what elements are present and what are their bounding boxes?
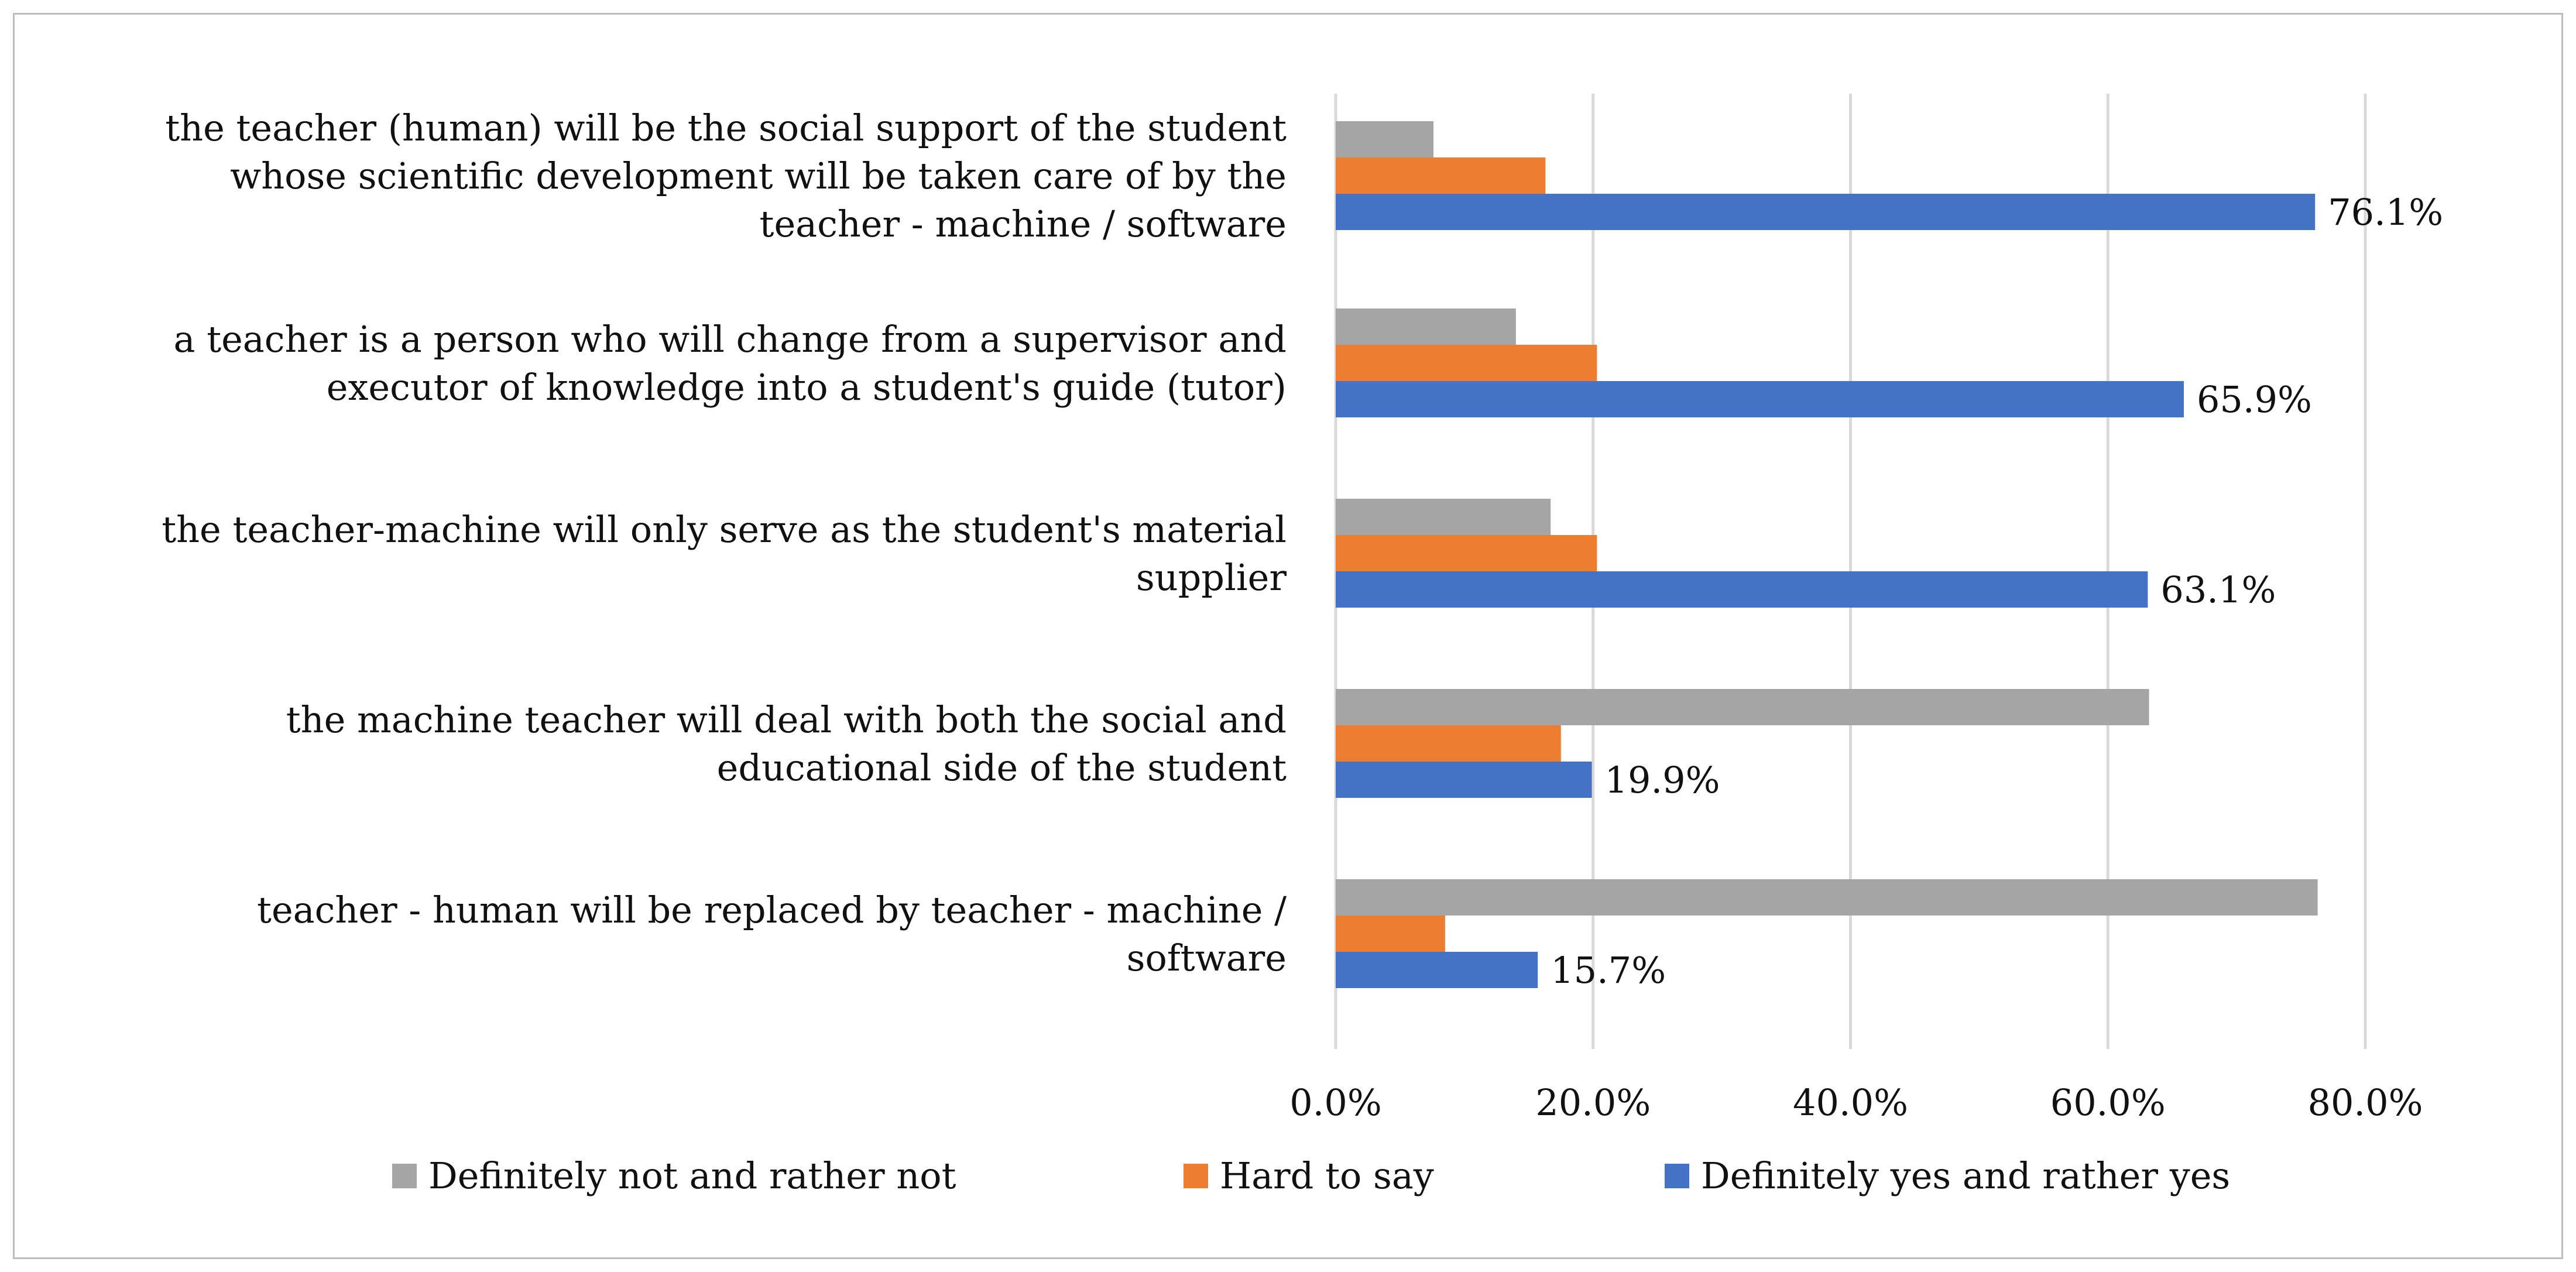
data-label-cat0-series2: 76.1% [2328, 191, 2443, 234]
bar-cat1-series0 [1336, 308, 1516, 345]
legend-swatch-2 [1665, 1164, 1689, 1188]
data-label-cat2-series2: 63.1% [2160, 568, 2276, 611]
bar-cat2-series1 [1336, 535, 1597, 571]
legend: Definitely not and rather not Hard to say… [392, 1154, 2230, 1197]
x-axis-ticks: 0.0% 20.0% 40.0% 60.0% 80.0% [1289, 1081, 2423, 1124]
data-label-cat3-series2: 19.9% [1605, 759, 1720, 801]
category-label-4: teacher - human will be replaced by teac… [257, 889, 1287, 979]
legend-swatch-1 [1184, 1164, 1208, 1188]
data-labels: 76.1% 65.9% 63.1% 19.9% 15.7% [1551, 191, 2443, 992]
category-label-0-line-1: whose scientific development will be tak… [230, 155, 1287, 197]
category-labels: the teacher (human) will be the social s… [162, 107, 1287, 979]
category-label-3: the machine teacher will deal with both … [286, 698, 1287, 789]
category-label-1-line-1: executor of knowledge into a student's g… [327, 366, 1287, 409]
bar-cat1-series2 [1336, 381, 2184, 417]
category-label-2-line-0: the teacher-machine will only serve as t… [162, 508, 1287, 551]
bar-cat2-series0 [1336, 499, 1551, 535]
bar-cat3-series2 [1336, 762, 1592, 798]
legend-label-1: Hard to say [1220, 1154, 1434, 1197]
category-label-0-line-2: teacher - machine / software [760, 203, 1287, 245]
x-tick-label-0: 0.0% [1289, 1081, 1382, 1124]
data-label-cat4-series2: 15.7% [1551, 949, 1666, 992]
category-label-4-line-0: teacher - human will be replaced by teac… [257, 889, 1287, 931]
legend-label-2: Definitely yes and rather yes [1701, 1154, 2230, 1197]
bar-cat3-series1 [1336, 725, 1561, 762]
bar-cat3-series0 [1336, 689, 2149, 725]
bar-cat0-series2 [1336, 194, 2316, 230]
x-tick-label-2: 40.0% [1793, 1081, 1908, 1124]
bar-cat2-series2 [1336, 571, 2148, 608]
bar-cat4-series2 [1336, 952, 1538, 988]
bar-cat0-series1 [1336, 157, 1546, 194]
bars [1336, 121, 2318, 988]
legend-label-0: Definitely not and rather not [428, 1154, 956, 1197]
category-label-3-line-0: the machine teacher will deal with both … [286, 698, 1287, 741]
category-label-1-line-0: a teacher is a person who will change fr… [174, 318, 1287, 361]
category-label-1: a teacher is a person who will change fr… [174, 318, 1287, 409]
category-label-2: the teacher-machine will only serve as t… [162, 508, 1287, 599]
x-tick-label-3: 60.0% [2050, 1081, 2166, 1124]
bar-cat0-series0 [1336, 121, 1434, 157]
category-label-2-line-1: supplier [1136, 556, 1287, 599]
category-label-0-line-0: the teacher (human) will be the social s… [165, 107, 1287, 149]
bar-cat1-series1 [1336, 345, 1597, 381]
category-label-4-line-1: software [1127, 937, 1287, 979]
legend-swatch-0 [392, 1164, 417, 1188]
category-label-0: the teacher (human) will be the social s… [165, 107, 1287, 245]
category-label-3-line-1: educational side of the student [717, 746, 1287, 789]
bar-cat4-series0 [1336, 879, 2318, 916]
x-tick-label-4: 80.0% [2308, 1081, 2423, 1124]
bar-cat4-series1 [1336, 916, 1445, 952]
data-label-cat1-series2: 65.9% [2197, 378, 2312, 421]
x-tick-label-1: 20.0% [1535, 1081, 1651, 1124]
